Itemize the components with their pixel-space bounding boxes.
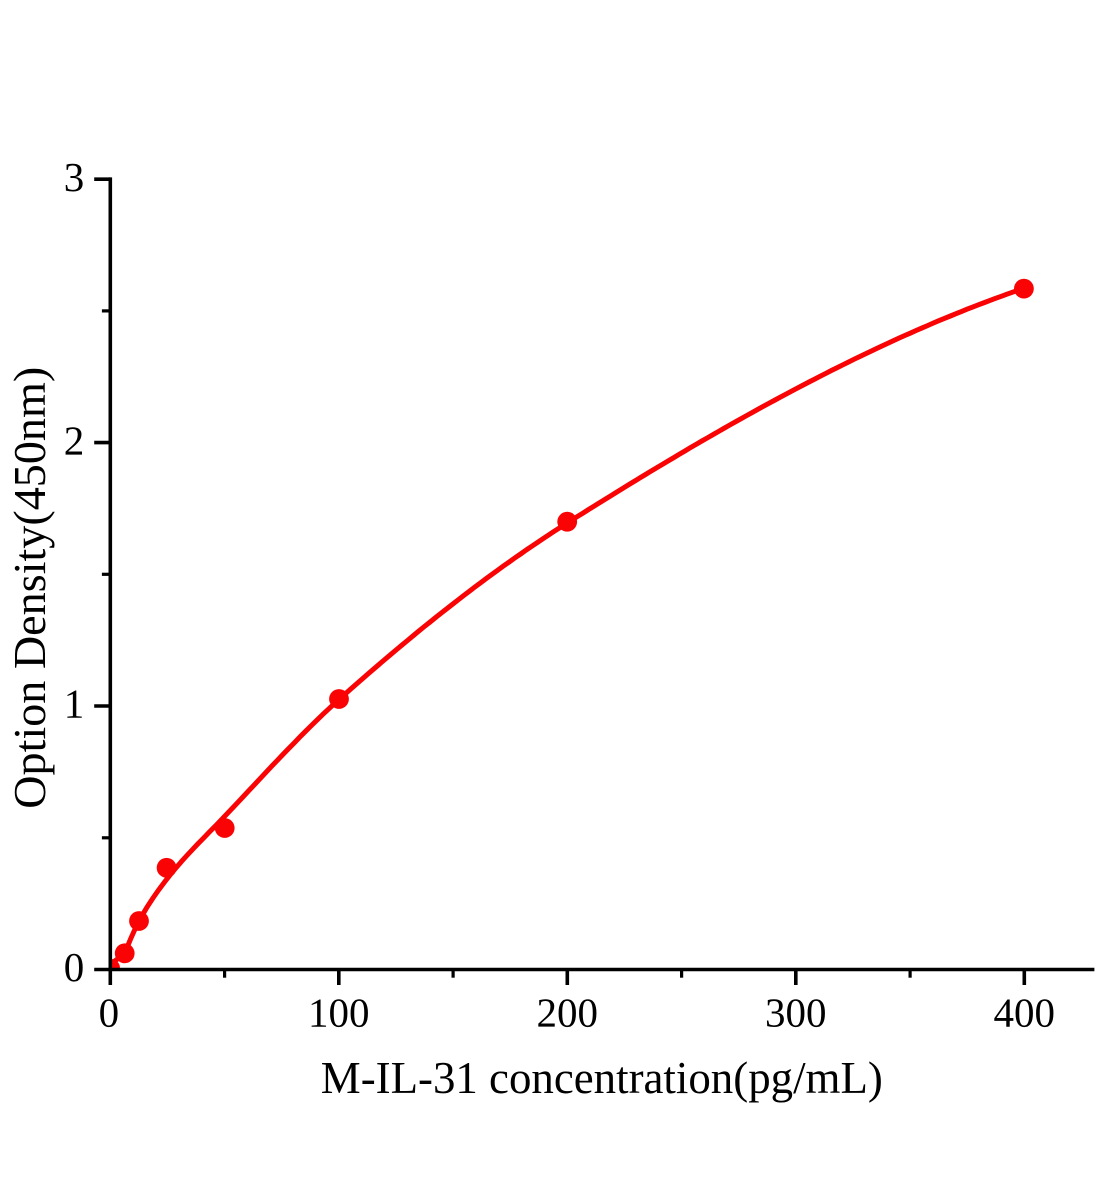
- svg-text:0: 0: [99, 990, 120, 1036]
- svg-text:200: 200: [537, 990, 599, 1036]
- svg-text:1: 1: [64, 681, 85, 727]
- svg-text:Option Density(450nm): Option Density(450nm): [4, 367, 55, 809]
- svg-text:2: 2: [64, 417, 85, 463]
- svg-text:M-IL-31 concentration(pg/mL): M-IL-31 concentration(pg/mL): [321, 1052, 883, 1103]
- svg-text:300: 300: [765, 990, 827, 1036]
- svg-text:3: 3: [64, 154, 85, 200]
- svg-text:100: 100: [308, 990, 370, 1036]
- svg-text:0: 0: [64, 944, 85, 990]
- svg-text:400: 400: [994, 990, 1056, 1036]
